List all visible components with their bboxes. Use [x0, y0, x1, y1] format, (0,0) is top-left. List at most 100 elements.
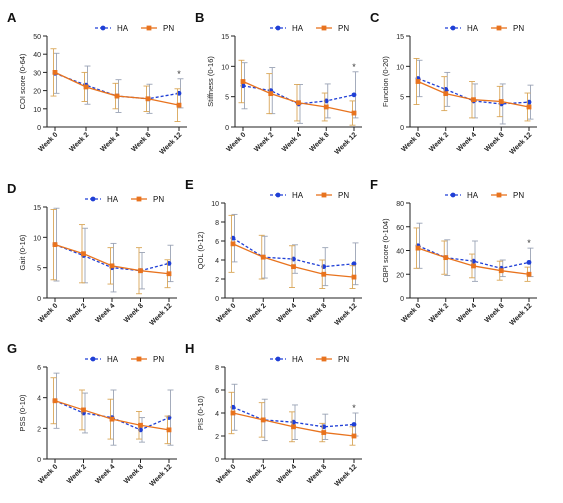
series-line-pn — [54, 71, 180, 106]
point-pn — [291, 264, 296, 270]
x-tick-label: Week 12 — [334, 131, 359, 156]
significance-marker: * — [352, 62, 356, 72]
point-pn — [321, 271, 327, 277]
point-pn — [260, 417, 266, 423]
y-tick-label: 2 — [37, 426, 41, 433]
x-tick-label: Week 4 — [99, 131, 121, 153]
x-tick-label: Week 2 — [66, 302, 88, 324]
legend-marker-ha — [450, 192, 456, 198]
panel-c: C 0 5 10 15 Function (0-20) Week 0 Week 2 Week 4… — [370, 10, 537, 156]
legend-label-ha: HA — [107, 195, 119, 204]
y-tick-label: 8 — [215, 365, 219, 372]
point-pn — [498, 268, 504, 274]
legend-marker-pn — [136, 196, 142, 202]
legend-label-pn: PN — [153, 355, 164, 364]
y-tick-label: 0 — [37, 457, 41, 464]
y-axis-label: QOL (0-12) — [196, 231, 205, 269]
point-pn — [323, 104, 329, 110]
legend-label-pn: PN — [513, 191, 524, 200]
y-tick-label: 10 — [396, 64, 404, 71]
series-line-ha — [242, 85, 355, 105]
x-tick-label: Week 8 — [130, 131, 152, 153]
x-tick-label: Week 2 — [246, 302, 268, 324]
y-tick-label: 2 — [215, 277, 219, 284]
legend-marker-pn — [136, 356, 142, 362]
point-pn — [296, 100, 301, 106]
x-tick-label: Week 8 — [309, 131, 331, 153]
point-pn — [166, 271, 172, 277]
x-tick-label: Week 12 — [509, 302, 534, 327]
x-tick-label: Week 4 — [94, 463, 116, 485]
legend-marker-pn — [321, 356, 327, 362]
legend-marker-ha — [450, 25, 456, 31]
x-tick-label: Week 0 — [400, 302, 422, 324]
y-tick-label: 15 — [396, 34, 404, 41]
panel-h: H 0 2 4 6 8 PIS (0-10) Week 0 Week 2 Week 4 Week 8… — [185, 341, 362, 488]
significance-marker: * — [352, 403, 356, 413]
y-axis-label: Gait (0-16) — [18, 234, 27, 270]
point-pn — [176, 102, 182, 108]
panel-letter: F — [370, 177, 378, 192]
x-tick-label: Week 4 — [281, 131, 303, 153]
y-tick-label: 5 — [37, 266, 41, 273]
y-tick-label: 8 — [215, 220, 219, 227]
x-tick-label: Week 4 — [276, 463, 298, 485]
panel-letter: C — [370, 10, 380, 25]
point-pn — [415, 245, 421, 251]
significance-marker: * — [527, 238, 531, 248]
x-tick-label: Week 4 — [276, 302, 298, 324]
legend-label-pn: PN — [513, 24, 524, 33]
point-pn — [351, 274, 357, 280]
legend-marker-ha — [90, 196, 96, 202]
panel-d: D 0 5 10 15 Gait (0-16) Week 0 Week 2 Week 4 Week… — [7, 181, 177, 327]
y-axis-label: Function (0-20) — [381, 56, 390, 107]
legend-label-ha: HA — [467, 24, 479, 33]
legend-label-pn: PN — [338, 24, 349, 33]
series-line-pn — [242, 80, 355, 114]
y-axis-label: PSS (0-10) — [18, 394, 27, 432]
y-tick-label: 5 — [225, 95, 229, 102]
point-pn — [109, 263, 115, 269]
point-pn — [351, 110, 357, 116]
point-pn — [230, 410, 236, 416]
panel-f: F 0 20 40 60 80 CBPI score (0-104) Week 0 Week 2… — [370, 177, 537, 327]
y-tick-label: 4 — [37, 396, 41, 403]
y-tick-label: 5 — [400, 95, 404, 102]
x-tick-label: Week 0 — [37, 131, 59, 153]
legend-label-pn: PN — [338, 191, 349, 200]
x-tick-label: Week 0 — [225, 131, 247, 153]
point-pn — [415, 79, 421, 84]
legend-marker-ha — [275, 356, 281, 362]
legend-marker-ha — [275, 192, 281, 198]
legend-label-ha: HA — [292, 24, 304, 33]
x-tick-label: Week 2 — [68, 131, 90, 153]
y-tick-label: 0 — [37, 296, 41, 303]
y-tick-label: 10 — [221, 64, 229, 71]
x-tick-label: Week 0 — [37, 302, 59, 324]
y-tick-label: 0 — [400, 125, 404, 132]
y-tick-label: 10 — [211, 201, 219, 208]
panel-e: E 0 2 4 6 8 10 QOL (0-12) Week 0 Week 2 Week 4 Week… — [185, 177, 362, 327]
x-tick-label: Week 8 — [123, 302, 145, 324]
x-tick-label: Week 2 — [66, 463, 88, 485]
panel-b: B 0 5 10 15 Stiffness (0-16) Week 0 Week 2 Week … — [195, 10, 362, 156]
legend-marker-pn — [496, 25, 502, 31]
point-pn — [145, 96, 151, 102]
point-pn — [81, 407, 86, 413]
legend-marker-pn — [321, 192, 327, 198]
point-pn — [109, 416, 115, 422]
significance-marker: * — [177, 69, 181, 79]
y-axis-label: CBPI score (0-104) — [381, 218, 390, 283]
x-tick-label: Week 0 — [215, 302, 237, 324]
y-tick-label: 2 — [215, 434, 219, 441]
legend-marker-pn — [146, 25, 152, 31]
x-tick-label: Week 8 — [484, 131, 506, 153]
point-pn — [471, 97, 476, 103]
x-tick-label: Week 0 — [400, 131, 422, 153]
point-pn — [138, 268, 143, 274]
legend-label-ha: HA — [292, 355, 304, 364]
y-axis-label: COI score (0-64) — [18, 53, 27, 109]
point-pn — [351, 433, 357, 439]
